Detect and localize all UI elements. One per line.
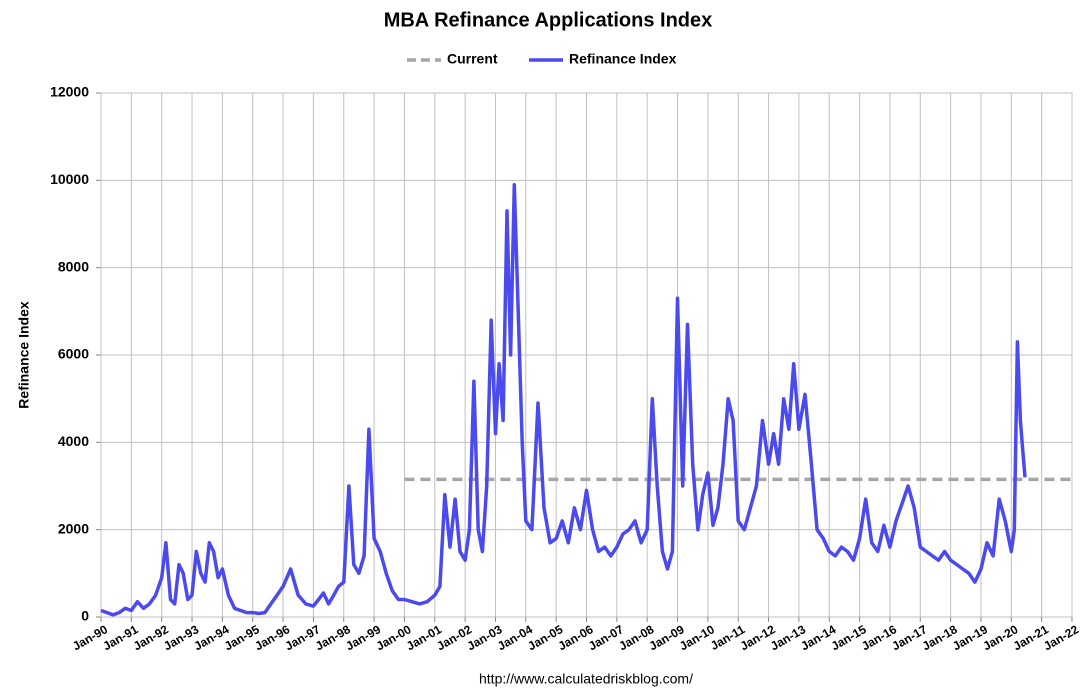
y-tick-label: 12000 <box>50 84 89 100</box>
y-tick-label: 10000 <box>50 171 89 187</box>
y-tick-label: 8000 <box>58 258 89 274</box>
series-line <box>100 182 1027 617</box>
y-tick-label: 2000 <box>58 520 89 536</box>
x-tick-label: Jan-22 <box>1041 622 1081 653</box>
legend-label: Current <box>447 51 498 67</box>
source: http://www.calculatedriskblog.com/ <box>479 671 693 687</box>
y-tick-label: 4000 <box>58 433 89 449</box>
legend-label: Refinance Index <box>569 51 677 67</box>
chart-title: MBA Refinance Applications Index <box>384 9 713 31</box>
y-tick-label: 0 <box>81 608 89 624</box>
x-tick-label: Jan-10 <box>677 622 717 653</box>
y-axis-label: Refinance Index <box>16 301 32 409</box>
y-tick-label: 6000 <box>58 346 89 362</box>
